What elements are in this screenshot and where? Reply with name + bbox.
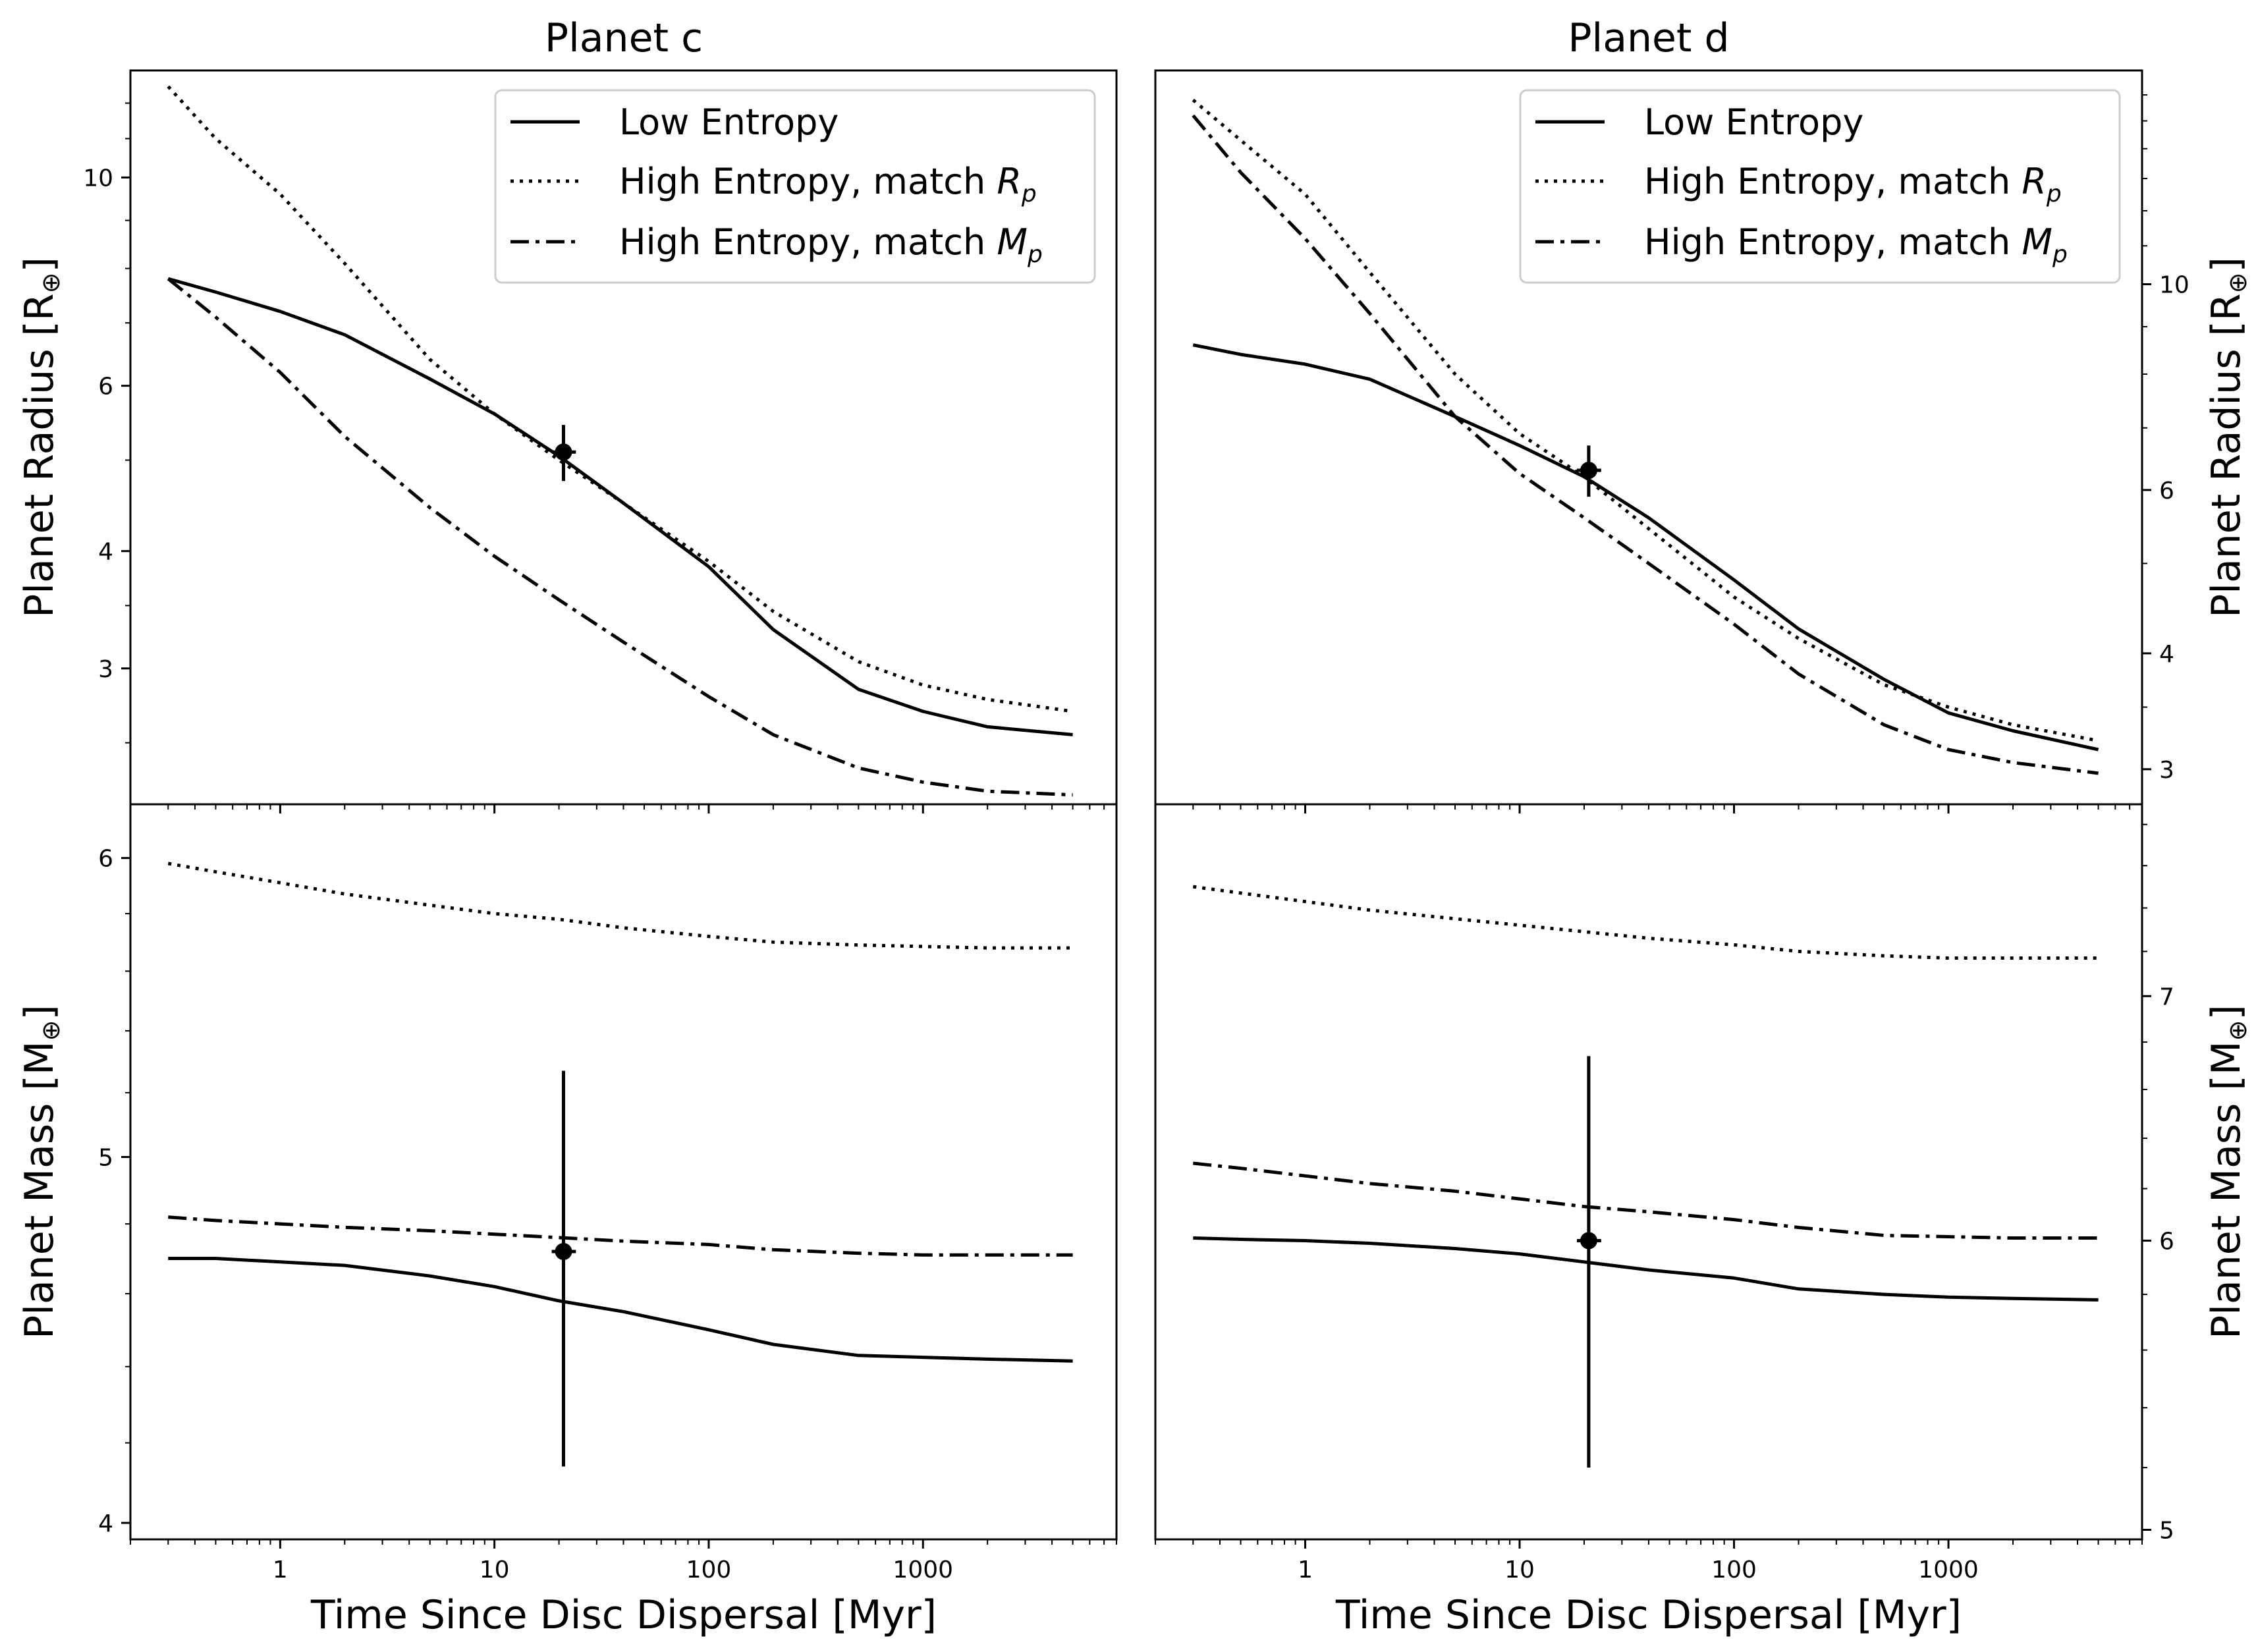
y-axis-label-radius-right: Planet Radius [R⊕] [2203,257,2252,618]
data-point [1580,1232,1597,1250]
y-axis-label-mass-left: Planet Mass [M⊕] [16,1005,65,1339]
series-line-dotted [1192,98,2099,742]
y-tick-label: 6 [2159,1228,2174,1255]
y-label-radius-text: Planet Radius [R [2203,293,2249,618]
x-tick-label: 1000 [893,1556,953,1583]
y-tick-label: 4 [98,539,113,566]
legend-box [494,89,1096,284]
y-tick-label: 5 [98,1144,113,1171]
y-label-close: ] [16,1005,63,1020]
y-axis-label-mass-right: Planet Mass [M⊕] [2203,1005,2252,1339]
legend-label-low-entropy: Low Entropy [1644,101,1863,143]
y-label-close: ] [16,257,63,272]
series-line-dashdot [167,277,1073,797]
legend-symbol-m: M [997,221,1028,263]
legend-text-prefix: High Entropy, match [1644,161,2022,202]
series-line-solid [168,1257,1073,1363]
y-label-mass-text: Planet Mass [M [16,1041,63,1338]
legend-label-high-entropy-rp: High Entropy, match Rp [1644,161,2062,207]
x-tick-label: 1000 [1918,1556,1979,1583]
legend-text-prefix: High Entropy, match [619,221,997,263]
legend-subscript-p: p [2052,241,2068,268]
x-axis-label-right: Time Since Disc Dispersal [Myr] [1335,1592,1962,1638]
series-line-solid [1193,1236,2099,1302]
legend-label-high-entropy-rp: High Entropy, match Rp [619,161,1037,207]
x-tick-label: 100 [1711,1556,1757,1583]
legend-text-prefix: High Entropy, match [1644,221,2022,263]
y-tick-label: 6 [2159,478,2174,505]
y-tick-label: 10 [83,165,113,192]
data-point [1580,462,1597,480]
legend-subscript-p: p [2046,180,2062,207]
legend-box [1519,89,2121,284]
data-point [555,1242,572,1260]
y-tick-label: 5 [2159,1518,2174,1545]
series-line-dotted [1192,885,2099,960]
y-tick-label: 10 [2159,272,2189,299]
series-line-solid [1192,343,2099,752]
legend-text-prefix: High Entropy, match [619,161,997,202]
legend-label-high-entropy-mp: High Entropy, match Mp [1644,221,2068,268]
series-line-solid [167,277,1073,736]
series-line-dashdot [1192,114,2099,775]
x-tick-label: 10 [480,1556,510,1583]
series-line-dotted [167,862,1073,950]
series-line-dotted [167,85,1073,713]
legend-planet-c: Low Entropy High Entropy, match Rp High … [494,89,1096,284]
panel-planet-d-mass: 1 10 100 1000 5 6 7 [1154,803,2174,1583]
legend-symbol-r: R [2022,161,2047,202]
legend-symbol-r: R [997,161,1022,202]
x-axis-label-left: Time Since Disc Dispersal [Myr] [310,1592,937,1638]
y-label-mass-text: Planet Mass [M [2203,1041,2249,1338]
data-point [555,443,572,461]
y-tick-label: 6 [98,373,113,400]
x-tick-label: 1 [273,1556,288,1583]
y-tick-label: 3 [98,656,113,683]
x-tick-label: 1 [1298,1556,1313,1583]
y-label-earth-symbol: ⊕ [2223,273,2252,294]
y-tick-label: 7 [2159,983,2174,1010]
y-tick-label: 4 [2159,641,2174,668]
legend-planet-d: Low Entropy High Entropy, match Rp High … [1519,89,2121,284]
y-tick-label: 3 [2159,757,2174,784]
legend-subscript-p: p [1027,241,1043,268]
y-label-close: ] [2203,1005,2249,1020]
series-line-dashdot [168,1215,1073,1257]
series-line-dashdot [1193,1161,2099,1240]
legend-label-low-entropy: Low Entropy [619,101,839,143]
panel-planet-d-radius: 3 4 6 10 [1154,69,2189,813]
y-label-radius-text: Planet Radius [R [16,293,63,618]
title-planet-c: Planet c [545,15,703,61]
x-tick-label: 100 [686,1556,732,1583]
legend-symbol-m: M [2022,221,2052,263]
y-tick-label: 6 [98,846,113,873]
panel-planet-c-mass: 1 10 100 1000 4 5 6 [98,803,1118,1583]
y-tick-label: 4 [98,1510,113,1537]
y-label-earth-symbol: ⊕ [2223,1020,2252,1041]
y-label-close: ] [2203,257,2249,272]
legend-label-high-entropy-mp: High Entropy, match Mp [619,221,1043,268]
y-label-earth-symbol: ⊕ [36,273,65,294]
title-planet-d: Planet d [1568,15,1729,61]
x-tick-label: 10 [1504,1556,1535,1583]
legend-subscript-p: p [1021,180,1037,207]
y-axis-label-radius-left: Planet Radius [R⊕] [16,257,65,618]
y-label-earth-symbol: ⊕ [36,1020,65,1041]
